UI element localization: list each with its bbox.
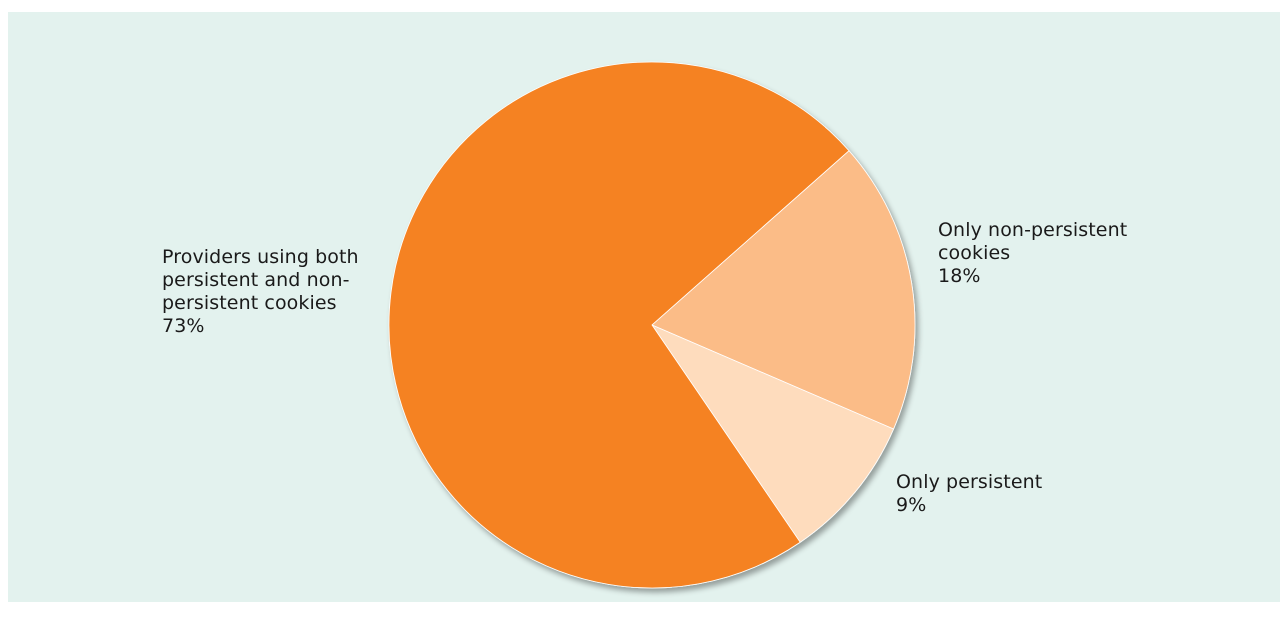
slice-label-both: Providers using both persistent and non-… bbox=[162, 246, 387, 338]
slice-label-persistent-name: Only persistent bbox=[896, 471, 1096, 494]
slice-label-persistent: Only persistent 9% bbox=[896, 471, 1096, 517]
slice-label-non-persistent-name: Only non-persistent cookies bbox=[938, 219, 1178, 265]
slice-label-persistent-value: 9% bbox=[896, 494, 1096, 517]
slice-label-non-persistent-value: 18% bbox=[938, 265, 1178, 288]
slice-label-both-value: 73% bbox=[162, 315, 387, 338]
slice-label-both-name: Providers using both persistent and non-… bbox=[162, 246, 387, 315]
slice-label-non-persistent: Only non-persistent cookies 18% bbox=[938, 219, 1178, 288]
